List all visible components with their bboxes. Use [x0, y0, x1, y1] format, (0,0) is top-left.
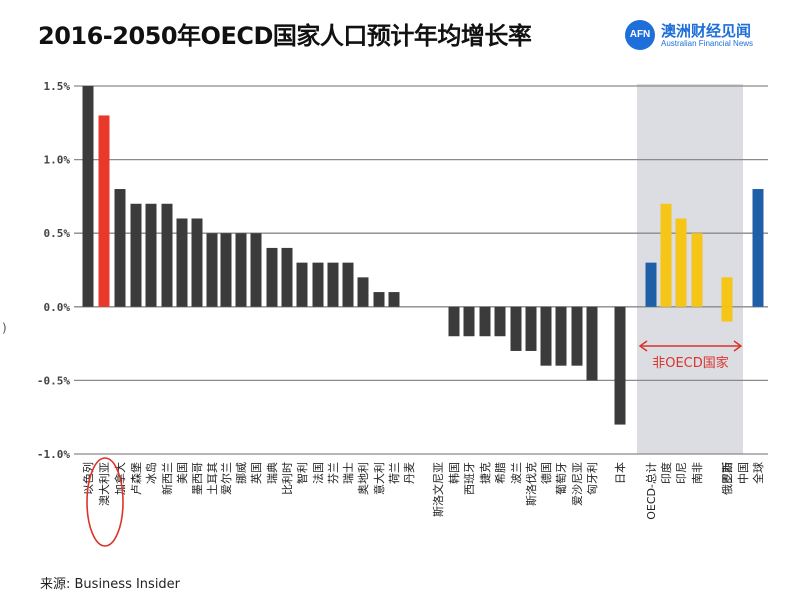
bar — [555, 306, 567, 366]
x-tick-label: 印尼 — [675, 462, 688, 484]
y-tick-label: -1.0% — [37, 448, 70, 461]
bar — [586, 306, 598, 381]
x-tick-label: 日本 — [613, 462, 627, 484]
x-tick-label: 韩国 — [447, 462, 461, 484]
bar — [721, 306, 733, 322]
x-tick-label: 德国 — [539, 462, 553, 484]
bar — [130, 203, 142, 307]
bar — [660, 203, 672, 307]
x-tick-label: 匈牙利 — [585, 462, 599, 495]
bar — [114, 189, 126, 307]
bar — [448, 306, 460, 337]
afn-logo-name-cn: 澳洲财经见闻 — [661, 22, 752, 40]
x-tick-label: 法国 — [311, 462, 325, 484]
x-tick-label: 意大利 — [372, 462, 386, 495]
bar — [161, 203, 173, 307]
x-tick-label: 挪威 — [234, 462, 248, 484]
highlight-circle — [86, 457, 124, 547]
afn-logo: AFN 澳洲财经见闻 Australian Financial News — [625, 20, 785, 54]
x-tick-label: 斯洛文尼亚 — [431, 462, 445, 517]
non-oecd-bracket-arrow-left — [638, 340, 648, 352]
x-tick-label: 丹麦 — [403, 462, 416, 484]
bar — [479, 306, 491, 337]
bar — [145, 203, 157, 307]
bar — [752, 189, 764, 307]
x-tick-label: 美国 — [176, 462, 189, 484]
bar — [250, 233, 262, 307]
x-tick-label: 捷克 — [478, 462, 492, 484]
x-tick-label: 瑞典 — [265, 462, 279, 484]
y-tick-label: 1.5% — [44, 80, 71, 93]
x-tick-label: 葡萄牙 — [555, 462, 568, 495]
x-tick-label: 瑞士 — [341, 462, 355, 484]
x-tick-label: 卢森堡 — [129, 462, 143, 495]
x-tick-label: 巴西 — [721, 462, 734, 484]
bar-chart: 1.5%1.0%0.5%0.0%-0.5%-1.0%以色列 澳大利亚 加拿大 卢森堡冰… — [37, 80, 768, 547]
bar — [342, 262, 354, 307]
x-tick-label: 智利 — [295, 462, 309, 484]
x-tick-label: 爱沙尼亚 — [571, 462, 584, 506]
bar — [463, 306, 475, 337]
x-tick-label: 中国 — [737, 462, 750, 484]
x-tick-label: 新西兰 — [160, 462, 174, 495]
y-tick-label: 1.0% — [44, 154, 71, 167]
bar — [510, 306, 522, 351]
y-tick-label: 0.5% — [44, 227, 71, 240]
x-tick-label: 冰岛 — [144, 462, 158, 484]
bar — [540, 306, 552, 366]
chart-title: 2016-2050年OECD国家人口预计年均增长率 — [38, 22, 532, 50]
afn-logo-mark: AFN — [625, 20, 655, 50]
y-tick-label: 0.0% — [44, 301, 71, 314]
bar — [176, 218, 188, 307]
non-oecd-label: 非OECD国家 — [652, 355, 729, 371]
x-tick-label: 奥地利 — [356, 462, 370, 495]
source-note: 来源: Business Insider — [40, 577, 181, 592]
bar — [357, 277, 369, 307]
bar — [614, 306, 626, 425]
bar — [235, 233, 247, 307]
bar — [98, 115, 110, 307]
afn-logo-name-en: Australian Financial News — [661, 39, 754, 48]
bar — [312, 262, 324, 307]
bar — [721, 277, 733, 307]
bar — [206, 233, 218, 307]
bar — [220, 233, 232, 307]
x-tick-label: OECD-总计 — [644, 462, 658, 520]
bar — [82, 86, 94, 307]
x-tick-label: 英国 — [249, 462, 263, 484]
x-tick-label: 印度 — [659, 462, 673, 484]
x-tick-label: 波兰 — [510, 462, 523, 484]
x-tick-label: 澳大利亚 — [97, 462, 111, 506]
bar — [571, 306, 583, 366]
bar — [191, 218, 203, 307]
x-tick-label: 荷兰 — [388, 462, 401, 484]
x-tick-label: 南非 — [691, 462, 704, 484]
x-tick-label: 土耳其 — [206, 462, 219, 495]
non-oecd-bracket-arrow-right — [733, 340, 743, 352]
x-tick-label: 比利时 — [281, 462, 294, 495]
x-tick-label: 斯洛伐克 — [524, 462, 538, 506]
bar — [281, 247, 293, 307]
bar — [675, 218, 687, 307]
x-tick-label: 俄罗斯 — [721, 462, 734, 495]
x-tick-label: 爱尔兰 — [220, 462, 233, 495]
bar — [296, 262, 308, 307]
bar — [525, 306, 537, 351]
bar — [691, 233, 703, 307]
bar — [373, 292, 385, 307]
x-tick-label: 希腊 — [493, 462, 507, 484]
x-tick-label: 以色列 — [81, 462, 95, 495]
bar — [388, 292, 400, 307]
x-tick-label: 墨西哥 — [191, 462, 204, 495]
x-tick-label: 西班牙 — [463, 462, 476, 495]
bar — [266, 247, 278, 307]
x-tick-label: 全球 — [751, 462, 765, 484]
x-tick-label: 芬兰 — [327, 462, 340, 484]
bar — [327, 262, 339, 307]
bar — [645, 262, 657, 307]
bar — [494, 306, 506, 337]
y-tick-label: -0.5% — [37, 374, 70, 387]
edge-glyph: ) — [2, 321, 7, 335]
